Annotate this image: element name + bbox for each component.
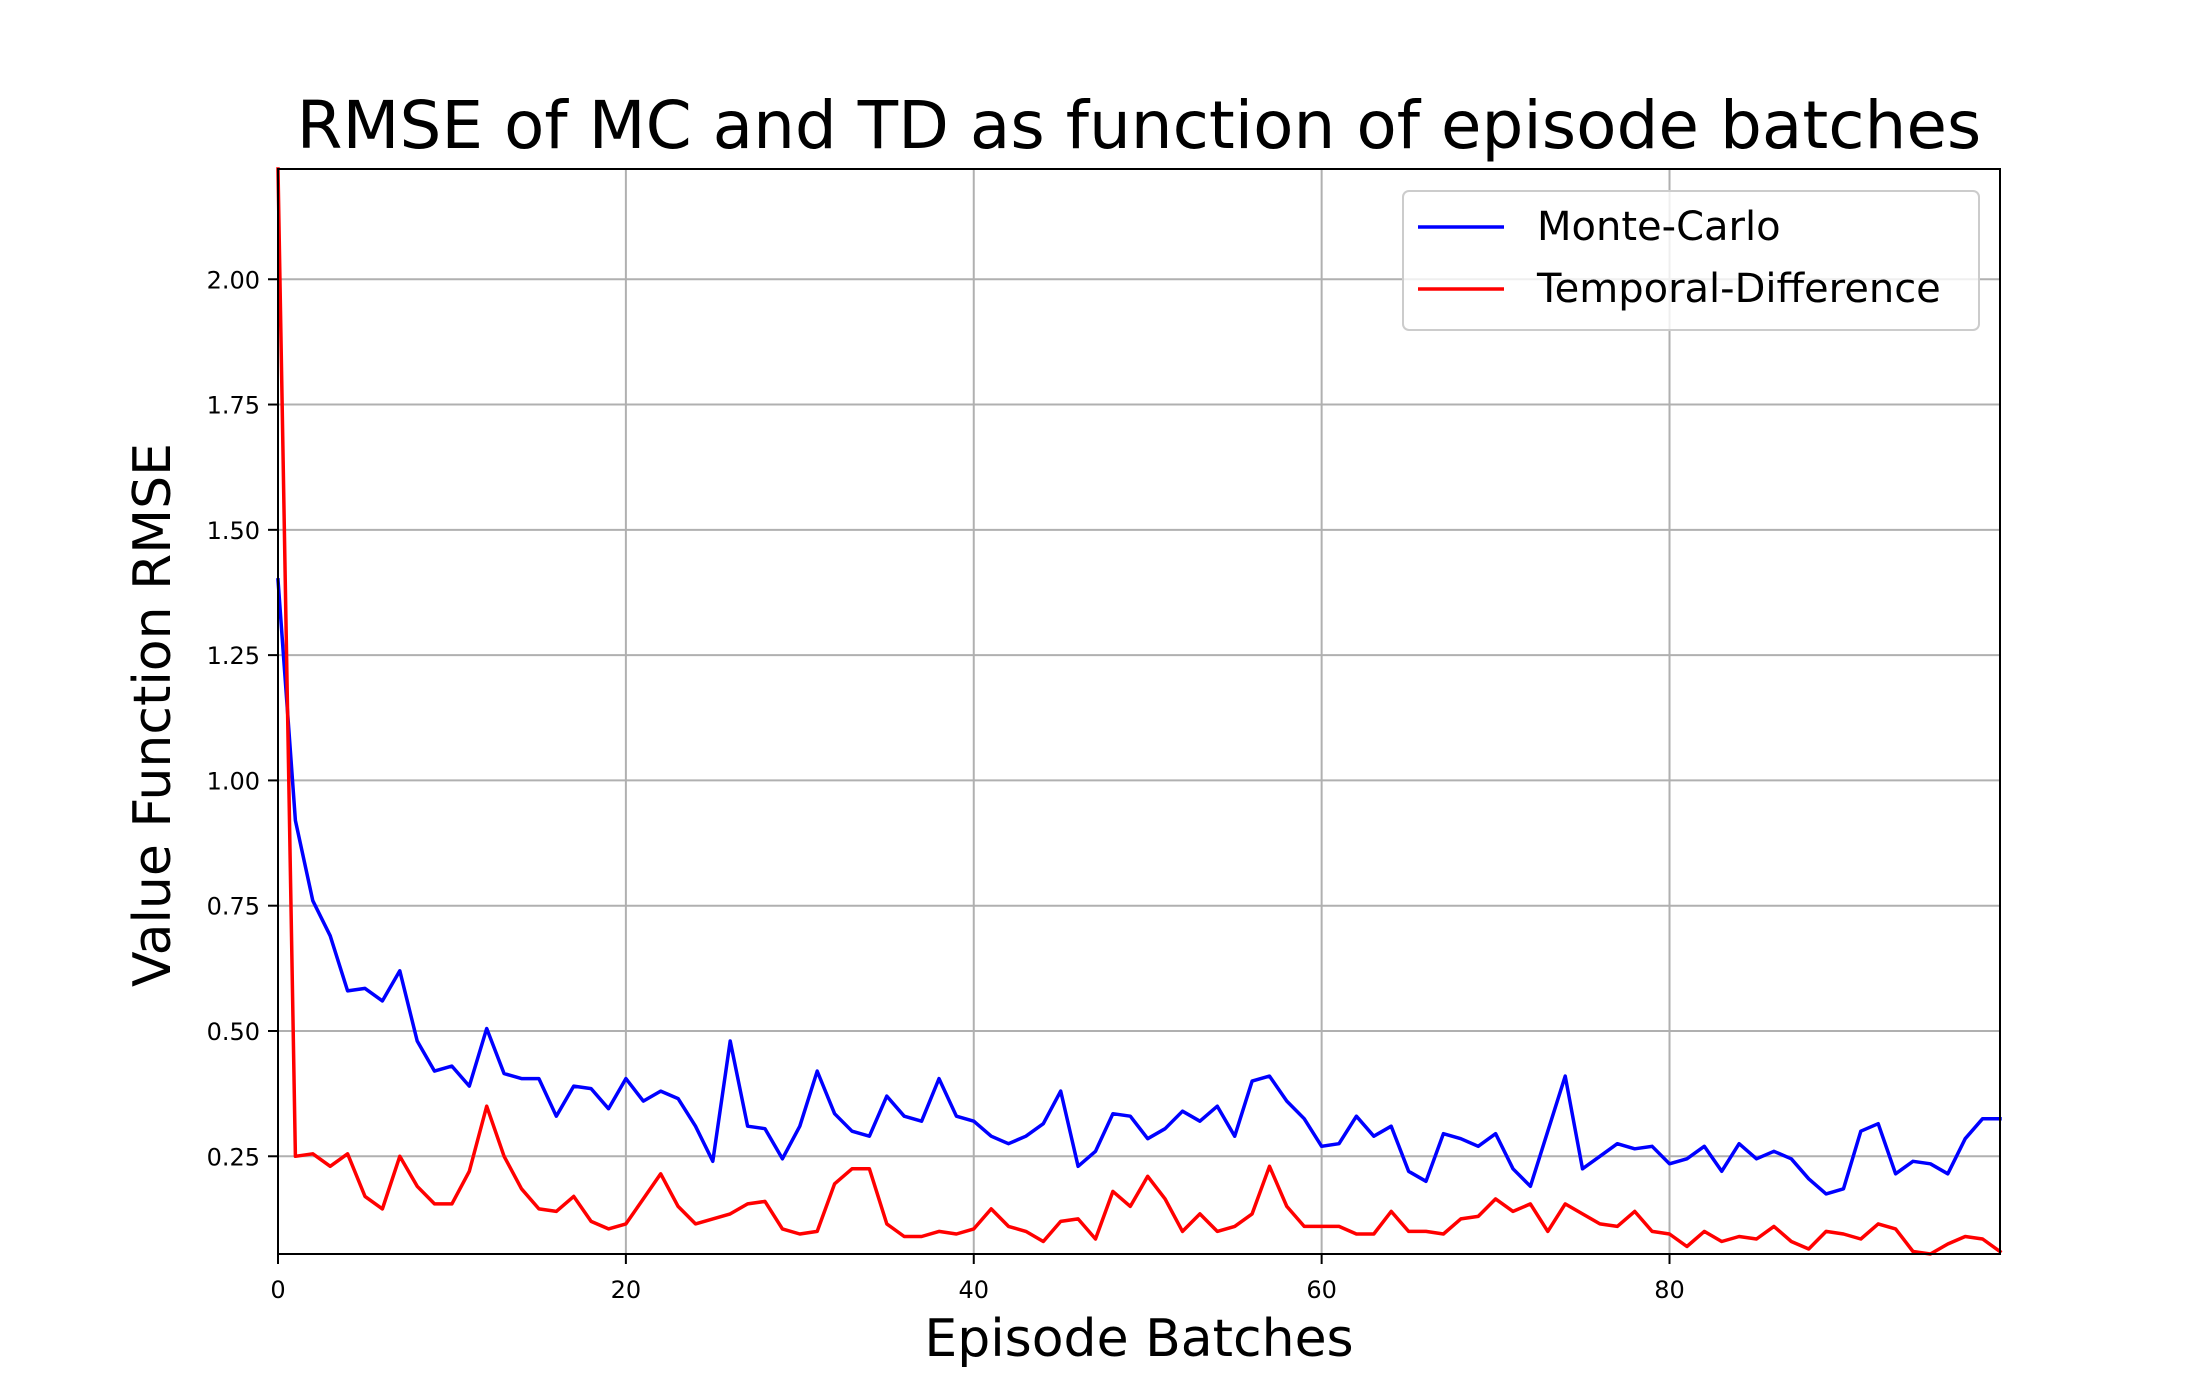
x-tick-label: 80 — [1654, 1276, 1685, 1304]
y-tick-label: 2.00 — [207, 266, 260, 294]
y-axis-label: Value Function RMSE — [123, 443, 183, 987]
grid — [277, 169, 2000, 1254]
y-tick-label: 1.50 — [207, 517, 260, 545]
x-tick-label: 20 — [611, 1276, 642, 1304]
legend-label-temporal-difference: Temporal-Difference — [1536, 266, 1941, 312]
y-tick-label: 1.75 — [207, 392, 260, 420]
series-lines — [276, 167, 2003, 1256]
legend-label-monte-carlo: Monte-Carlo — [1537, 204, 1781, 250]
y-tick-label: 1.25 — [207, 642, 260, 670]
y-tick-label: 0.25 — [207, 1143, 260, 1171]
axis-ticks: 0 20 40 60 80 0.25 0.50 0.75 1.00 1.25 1.50 1.75 2.0… — [207, 266, 1685, 1304]
x-tick-label: 60 — [1306, 1276, 1337, 1304]
x-tick-label: 40 — [958, 1276, 989, 1304]
legend: Monte-Carlo Temporal-Difference — [1402, 190, 1980, 331]
x-tick-label: 0 — [270, 1276, 285, 1304]
y-tick-label: 1.00 — [207, 767, 260, 795]
plot-frame — [277, 168, 2001, 1255]
series-line-monte-carlo — [276, 578, 2002, 1196]
y-tick-label: 0.50 — [207, 1018, 260, 1046]
legend-box — [1402, 190, 1980, 331]
x-axis-label: Episode Batches — [924, 1309, 1353, 1369]
y-tick-label: 0.75 — [207, 893, 260, 921]
chart-title: RMSE of MC and TD as function of episode… — [297, 87, 1982, 164]
series-line-temporal-difference — [276, 167, 2003, 1256]
